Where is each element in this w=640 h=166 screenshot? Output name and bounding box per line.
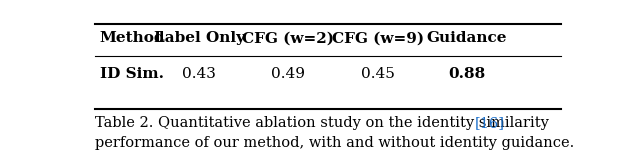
Text: 0.49: 0.49 [271, 67, 305, 81]
Text: ID Sim.: ID Sim. [100, 67, 164, 81]
Text: CFG (w=9): CFG (w=9) [332, 31, 424, 45]
Text: 0.88: 0.88 [448, 67, 486, 81]
Text: Method: Method [100, 31, 165, 45]
Text: Guidance: Guidance [427, 31, 507, 45]
Text: 0.45: 0.45 [361, 67, 394, 81]
Text: [16]: [16] [474, 116, 504, 130]
Text: Table 2. Quantitative ablation study on the identity similarity: Table 2. Quantitative ablation study on … [95, 116, 554, 130]
Text: 0.43: 0.43 [182, 67, 216, 81]
Text: Label Only: Label Only [154, 31, 244, 45]
Text: CFG (w=2): CFG (w=2) [243, 31, 334, 45]
Text: performance of our method, with and without identity guidance.: performance of our method, with and with… [95, 136, 574, 150]
